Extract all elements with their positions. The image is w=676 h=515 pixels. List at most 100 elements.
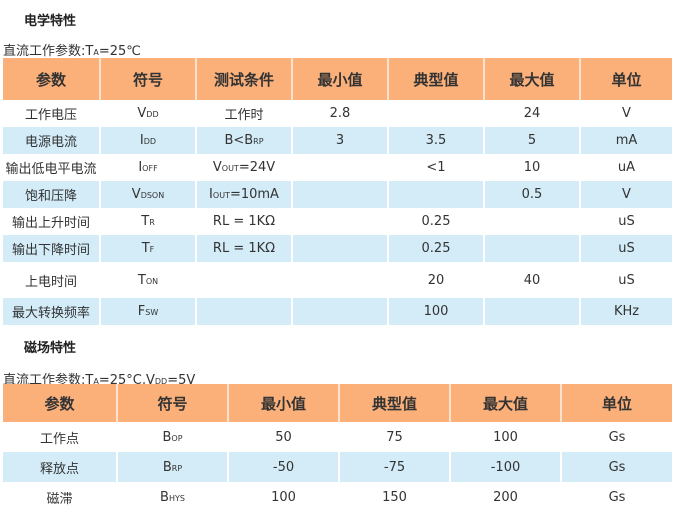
cell-text: I xyxy=(139,133,144,148)
table-cell: 磁滞 xyxy=(3,482,117,512)
table-cell: 100 xyxy=(449,422,561,452)
cell-text: V xyxy=(212,160,222,175)
column-header: 最小值 xyxy=(291,58,388,100)
table-cell: VDD xyxy=(99,100,196,127)
table-cell xyxy=(291,298,388,325)
cond-text: 直流工作参数:T xyxy=(3,44,94,59)
table-cell: uA xyxy=(579,154,672,181)
magnetic-table: 参数 符号 最小值 典型值 最大值 单位 工作点 BOP 50 75 100 Gs 释放点 BRP -50-… xyxy=(3,384,672,512)
table-cell xyxy=(195,262,292,298)
table-cell: uS xyxy=(579,208,672,235)
table-cell: 200 xyxy=(449,482,561,512)
table-cell: TR xyxy=(99,208,196,235)
cell-subscript: RP xyxy=(171,463,183,473)
table-cell: TF xyxy=(99,235,196,262)
cell-text: 0.25 xyxy=(421,214,451,229)
table-row: 饱和压降 VDSon IOUT=10mA 0.5 V xyxy=(3,181,672,208)
column-header: 测试条件 xyxy=(195,58,292,100)
cell-text: 100 xyxy=(423,304,449,319)
table-cell: Gs xyxy=(560,422,672,452)
header-row: 参数 符号 测试条件 最小值 典型值 最大值 单位 xyxy=(3,58,672,100)
cell-text: 150 xyxy=(382,489,407,505)
header-row: 参数 符号 最小值 典型值 最大值 单位 xyxy=(3,384,672,422)
table-cell: 饱和压降 xyxy=(3,181,100,208)
cell-text: <1 xyxy=(426,160,446,175)
table-cell: 输出上升时间 xyxy=(3,208,100,235)
cell-text: Gs xyxy=(608,459,626,475)
table-cell: -50 xyxy=(227,452,339,482)
column-header: 典型值 xyxy=(338,384,450,422)
cell-text: =24V xyxy=(238,160,276,175)
table-row: 输出低电平电流 IOFF VOUT=24V <1 10 uA xyxy=(3,154,672,181)
table-cell xyxy=(291,235,388,262)
cell-text: =10mA xyxy=(229,187,279,202)
cell-text: 释放点 xyxy=(39,461,79,477)
cell-text: mA xyxy=(615,133,638,148)
cell-text: V xyxy=(622,106,631,121)
cell-text: 3.5 xyxy=(425,133,447,148)
table-cell xyxy=(483,298,580,325)
table-row: 最大转换频率 FSW 100 KHz xyxy=(3,298,672,325)
cell-text: 75 xyxy=(386,429,403,445)
cell-text: 24 xyxy=(523,106,541,121)
table-cell: V xyxy=(579,100,672,127)
table-row: 释放点 BRP -50 -75 -100 Gs xyxy=(3,452,672,482)
column-header: 单位 xyxy=(560,384,672,422)
cell-subscript: ON xyxy=(145,276,159,286)
cell-text: 20 xyxy=(427,272,445,288)
column-header: 参数 xyxy=(3,384,117,422)
cell-subscript: HYS xyxy=(168,493,185,503)
cell-subscript: OUT xyxy=(212,191,230,200)
table-cell: 0.5 xyxy=(483,181,580,208)
cell-text: -75 xyxy=(383,459,406,475)
cell-text: B xyxy=(162,429,172,445)
table-cell: IDD xyxy=(99,127,196,154)
table-cell xyxy=(387,100,484,127)
cell-text: 输出下降时间 xyxy=(11,243,90,258)
cell-subscript: R xyxy=(149,218,155,227)
cell-text: 上电时间 xyxy=(24,274,77,290)
table-cell xyxy=(291,208,388,235)
table-cell: 150 xyxy=(338,482,450,512)
cell-subscript: SW xyxy=(145,308,159,317)
cell-text: 饱和压降 xyxy=(24,189,77,204)
table-cell: 最大转换频率 xyxy=(3,298,100,325)
cell-text: -100 xyxy=(490,459,521,475)
table-row: 上电时间 TON 20 40 uS xyxy=(3,262,672,298)
cell-text: 5 xyxy=(527,133,537,148)
table-cell xyxy=(195,298,292,325)
table-cell: 电源电流 xyxy=(3,127,100,154)
cell-subscript: DD xyxy=(143,137,157,146)
table-cell: 3.5 xyxy=(387,127,484,154)
column-header: 单位 xyxy=(579,58,672,100)
table-cell: 工作电压 xyxy=(3,100,100,127)
table-cell: 0.25 xyxy=(387,235,484,262)
cell-subscript: DD xyxy=(146,110,159,119)
table-cell: Gs xyxy=(560,482,672,512)
cell-text: 100 xyxy=(271,489,296,505)
table-cell: IOFF xyxy=(99,154,196,181)
cell-text: B xyxy=(160,489,169,505)
table-cell: uS xyxy=(579,235,672,262)
table-cell xyxy=(291,262,388,298)
cell-text: 100 xyxy=(493,429,518,445)
cell-text: 0.5 xyxy=(521,187,543,202)
column-header: 符号 xyxy=(116,384,228,422)
electrical-conditions: 直流工作参数:TA=25℃ xyxy=(3,40,141,59)
cell-text: Gs xyxy=(608,489,626,505)
table-cell: FSW xyxy=(99,298,196,325)
cell-text: RL = 1KΩ xyxy=(212,241,276,256)
table-cell: 75 xyxy=(338,422,450,452)
cell-text: 输出低电平电流 xyxy=(5,162,97,177)
cell-text: 磁滞 xyxy=(46,491,73,507)
section-title-magnetic: 磁场特性 xyxy=(24,341,77,356)
table-cell: VOUT=24V xyxy=(195,154,292,181)
table-cell: VDSon xyxy=(99,181,196,208)
table-cell: BRP xyxy=(116,452,228,482)
table-cell: 上电时间 xyxy=(3,262,100,298)
table-cell: KHz xyxy=(579,298,672,325)
cell-subscript: F xyxy=(149,245,155,254)
table-cell: IOUT=10mA xyxy=(195,181,292,208)
section-title-electrical: 电学特性 xyxy=(24,14,77,29)
cell-text: uS xyxy=(618,272,635,288)
